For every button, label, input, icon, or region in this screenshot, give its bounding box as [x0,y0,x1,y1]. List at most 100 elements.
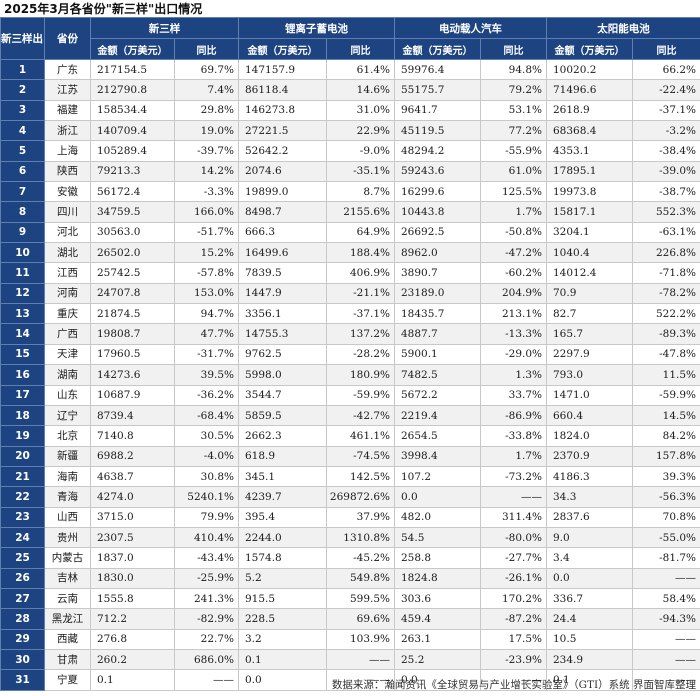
new-three-amount-cell: 140709.4 [90,120,175,142]
lithium-amount-cell: 1447.9 [238,282,327,305]
lithium-yoy-cell: 69.6% [326,608,395,630]
lithium-yoy-cell: 269872.6% [326,486,395,508]
solar-amount-cell: 0.1 [546,669,633,691]
new-three-yoy-cell: 22.7% [174,628,239,650]
ev-yoy-cell: 1.3% [480,364,547,386]
rank-cell: 1 [0,58,45,81]
ev-yoy-cell: 61.0% [480,160,547,183]
new-three-amount-cell: 4638.7 [90,465,175,488]
ev-yoy-cell: —— [480,669,547,691]
ev-yoy-cell: -55.9% [480,140,547,162]
lithium-amount-cell: 2662.3 [238,425,327,447]
new-three-yoy-cell: -82.9% [174,608,239,630]
province-cell: 江西 [44,262,91,284]
solar-yoy-cell: 14.5% [632,404,700,427]
yoy-header: 同比 [480,38,547,60]
rank-cell: 16 [0,364,45,386]
lithium-amount-cell: 5.2 [238,567,327,589]
solar-amount-cell: 14012.4 [546,262,633,284]
ev-amount-cell: 59243.6 [394,160,481,183]
ev-amount-cell: 48294.2 [394,140,481,162]
rank-cell: 19 [0,425,45,447]
province-cell: 江苏 [44,79,91,101]
rank-cell: 18 [0,404,45,427]
province-cell: 陕西 [44,160,91,183]
lithium-yoy-cell: 188.4% [326,242,395,264]
solar-yoy-cell: -37.1% [632,99,700,122]
ev-yoy-cell: 204.9% [480,282,547,305]
solar-yoy-cell: 58.4% [632,587,700,610]
province-cell: 安徽 [44,181,91,203]
rank-cell: 25 [0,547,45,569]
new-three-yoy-cell: 686.0% [174,648,239,671]
new-three-yoy-cell: 39.5% [174,364,239,386]
lithium-amount-cell: 9762.5 [238,343,327,366]
province-cell: 四川 [44,201,91,223]
amount-header: 金额（万美元） [90,38,175,60]
table-row: 11 江西 25742.5 -57.8% 7839.5 406.9% 3890.7 -60.2… [0,262,700,284]
rank-cell: 14 [0,323,45,345]
rank-cell: 8 [0,201,45,223]
new-three-yoy-cell: -43.4% [174,547,239,569]
solar-yoy-cell: —— [632,669,700,691]
lithium-amount-cell: 0.0 [238,669,327,691]
new-three-amount-cell: 25742.5 [90,262,175,284]
new-three-yoy-cell: -51.7% [174,221,239,244]
new-three-yoy-cell: 15.2% [174,242,239,264]
new-three-amount-cell: 3715.0 [90,506,175,528]
rank-cell: 12 [0,282,45,305]
rank-cell: 24 [0,526,45,549]
lithium-yoy-cell: 137.2% [326,323,395,345]
new-three-amount-cell: 26502.0 [90,242,175,264]
new-three-yoy-cell: 241.3% [174,587,239,610]
table-row: 31 宁夏 0.1 —— 0.0 —— 0.0 —— 0.1 —— [0,669,700,691]
table-row: 15 天津 17960.5 -31.7% 9762.5 -28.2% 5900.1 -29.0… [0,343,700,366]
solar-yoy-cell: 66.2% [632,58,700,81]
lithium-amount-cell: 618.9 [238,445,327,467]
table-row: 19 北京 7140.8 30.5% 2662.3 461.1% 2654.5 -33.8% 1… [0,425,700,447]
solar-yoy-cell: -94.3% [632,608,700,630]
lithium-yoy-cell: -45.2% [326,547,395,569]
ev-yoy-cell: 53.1% [480,99,547,122]
province-cell: 天津 [44,343,91,366]
amount-header: 金额（万美元） [238,38,327,60]
ev-amount-cell: 54.5 [394,526,481,549]
new-three-yoy-cell: -3.3% [174,181,239,203]
ev-amount-cell: 25.2 [394,648,481,671]
table-row: 1 广东 217154.5 69.7% 147157.9 61.4% 59976.4 94.8… [0,58,700,81]
province-cell: 黑龙江 [44,608,91,630]
ev-amount-cell: 1824.8 [394,567,481,589]
solar-amount-cell: 2837.6 [546,506,633,528]
ev-yoy-cell: -80.0% [480,526,547,549]
ev-amount-cell: 482.0 [394,506,481,528]
solar-amount-cell: 2618.9 [546,99,633,122]
rank-cell: 20 [0,445,45,467]
solar-yoy-cell: 226.8% [632,242,700,264]
solar-yoy-cell: -63.1% [632,221,700,244]
new-three-yoy-cell: 69.7% [174,58,239,81]
solar-yoy-cell: 157.8% [632,445,700,467]
ev-yoy-cell: -29.0% [480,343,547,366]
rank-cell: 10 [0,242,45,264]
solar-yoy-cell: 84.2% [632,425,700,447]
province-cell: 湖北 [44,242,91,264]
table-title: 2025年3月各省份"新三样"出口情况 [4,2,203,16]
lithium-amount-cell: 395.4 [238,506,327,528]
ev-yoy-cell: 33.7% [480,384,547,406]
solar-yoy-cell: 70.8% [632,506,700,528]
ev-amount-cell: 23189.0 [394,282,481,305]
group-header-new-three: 新三样 [90,17,239,39]
lithium-amount-cell: 2244.0 [238,526,327,549]
province-cell: 海南 [44,465,91,488]
solar-yoy-cell: -38.7% [632,181,700,203]
solar-amount-cell: 82.7 [546,303,633,325]
lithium-yoy-cell: 14.6% [326,79,395,101]
ev-amount-cell: 8962.0 [394,242,481,264]
solar-amount-cell: 24.4 [546,608,633,630]
solar-amount-cell: 2297.9 [546,343,633,366]
yoy-header: 同比 [174,38,239,60]
new-three-amount-cell: 6988.2 [90,445,175,467]
solar-amount-cell: 10.5 [546,628,633,650]
ev-amount-cell: 107.2 [394,465,481,488]
